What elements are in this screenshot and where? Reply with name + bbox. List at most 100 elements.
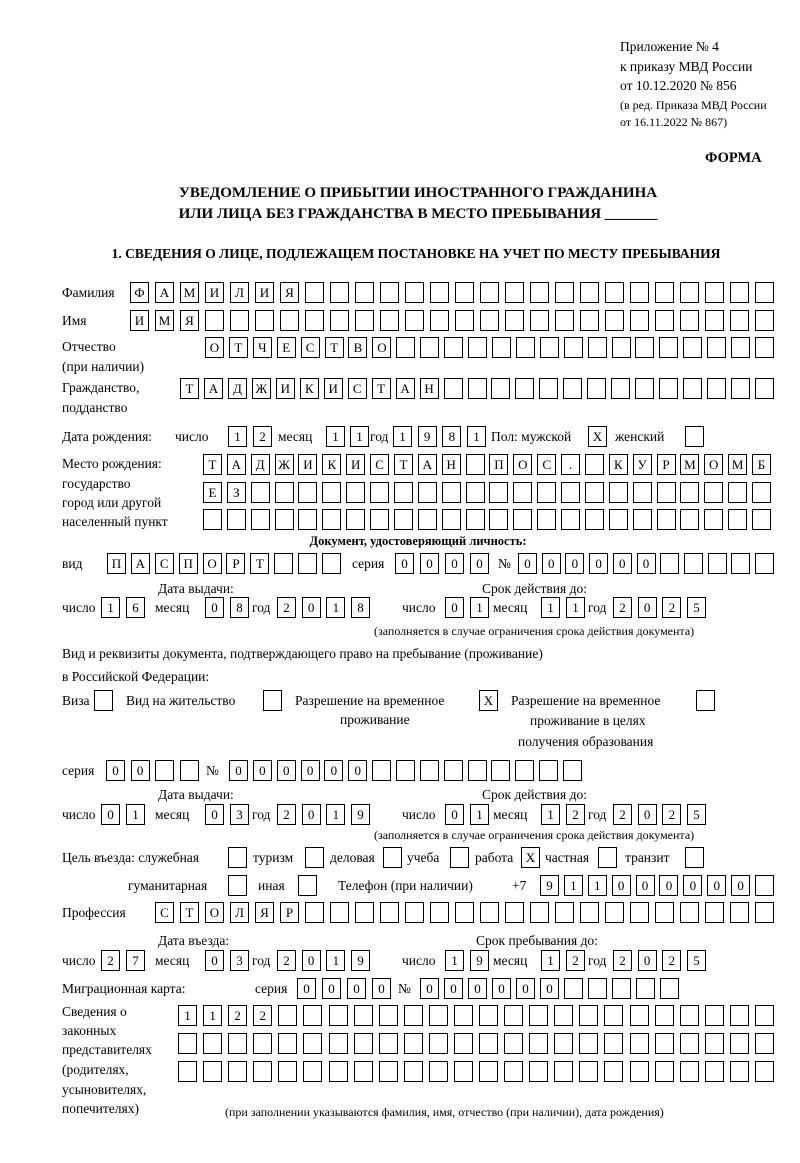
char-cell[interactable]: 0	[348, 760, 368, 781]
char-cell[interactable]	[346, 509, 366, 530]
char-cell[interactable]	[580, 902, 599, 923]
char-cell[interactable]: 1	[326, 597, 346, 618]
char-cell[interactable]: 0	[301, 804, 321, 825]
char-cell[interactable]	[455, 902, 474, 923]
char-cell[interactable]: 0	[731, 875, 751, 896]
char-cell[interactable]: О	[704, 454, 724, 475]
char-cell[interactable]: Ф	[130, 282, 149, 303]
char-cell[interactable]	[479, 1033, 499, 1054]
char-cell[interactable]: 0	[659, 875, 679, 896]
char-cell[interactable]	[554, 1005, 574, 1026]
char-cell[interactable]	[504, 1061, 524, 1082]
char-cell[interactable]: 0	[130, 760, 150, 781]
char-cell[interactable]	[605, 310, 624, 331]
char-cell[interactable]: 1	[470, 597, 489, 618]
char-cell[interactable]	[707, 337, 727, 358]
char-cell[interactable]	[539, 337, 559, 358]
char-cell[interactable]: 0	[322, 978, 341, 999]
char-cell[interactable]	[420, 337, 440, 358]
char-cell[interactable]	[393, 482, 413, 503]
char-cell[interactable]	[298, 482, 318, 503]
char-cell[interactable]	[417, 509, 437, 530]
char-cell[interactable]: 1	[393, 426, 412, 447]
char-cell[interactable]: У	[632, 454, 652, 475]
char-cell[interactable]	[353, 1061, 373, 1082]
char-cell[interactable]	[563, 378, 583, 399]
char-cell[interactable]	[683, 337, 703, 358]
char-cell[interactable]: Т	[324, 337, 344, 358]
char-cell[interactable]: В	[348, 337, 368, 358]
char-cell[interactable]	[419, 760, 439, 781]
char-cell[interactable]	[393, 509, 413, 530]
char-cell[interactable]	[728, 482, 748, 503]
char-cell[interactable]	[278, 1061, 298, 1082]
char-cell[interactable]	[278, 1005, 298, 1026]
char-cell[interactable]: А	[203, 378, 223, 399]
char-cell[interactable]	[468, 337, 488, 358]
char-cell[interactable]	[705, 310, 724, 331]
char-cell[interactable]: 2	[277, 804, 296, 825]
char-cell[interactable]: Н	[419, 378, 439, 399]
char-cell[interactable]	[755, 378, 774, 399]
char-cell[interactable]: К	[299, 378, 319, 399]
char-cell[interactable]: 0	[347, 978, 366, 999]
char-cell[interactable]	[465, 482, 485, 503]
char-cell[interactable]	[467, 378, 487, 399]
char-cell[interactable]	[605, 282, 624, 303]
char-cell[interactable]	[303, 1061, 323, 1082]
char-cell[interactable]	[441, 509, 461, 530]
char-cell[interactable]: 0	[205, 597, 224, 618]
char-cell[interactable]	[707, 553, 727, 574]
char-cell[interactable]	[529, 1061, 549, 1082]
char-cell[interactable]	[443, 378, 463, 399]
char-cell[interactable]	[561, 482, 581, 503]
char-cell[interactable]	[370, 509, 390, 530]
char-cell[interactable]	[430, 902, 449, 923]
char-cell[interactable]	[372, 760, 392, 781]
char-cell[interactable]: 2	[253, 1005, 273, 1026]
char-cell[interactable]: 0	[611, 875, 631, 896]
char-cell[interactable]: 6	[126, 597, 145, 618]
char-cell[interactable]: 0	[106, 760, 125, 781]
char-cell[interactable]	[707, 378, 727, 399]
char-cell[interactable]	[588, 978, 607, 999]
char-cell[interactable]	[355, 310, 374, 331]
char-cell[interactable]	[587, 337, 607, 358]
char-cell[interactable]	[604, 1061, 624, 1082]
char-cell[interactable]: П	[178, 553, 198, 574]
char-cell[interactable]	[403, 1033, 423, 1054]
char-cell[interactable]: К	[322, 454, 342, 475]
char-cell[interactable]	[530, 310, 549, 331]
char-cell[interactable]	[579, 1033, 599, 1054]
char-cell[interactable]	[330, 902, 349, 923]
char-cell[interactable]	[274, 553, 294, 574]
char-cell[interactable]: Р	[226, 553, 246, 574]
char-cell[interactable]: 1	[541, 950, 560, 971]
char-cell[interactable]: 1	[445, 950, 464, 971]
char-cell[interactable]: 2	[101, 950, 120, 971]
char-cell[interactable]	[629, 1061, 649, 1082]
checkbox-cell[interactable]	[305, 847, 324, 868]
char-cell[interactable]: М	[180, 282, 199, 303]
char-cell[interactable]	[430, 310, 449, 331]
char-cell[interactable]: И	[298, 454, 318, 475]
char-cell[interactable]	[396, 337, 416, 358]
char-cell[interactable]	[465, 509, 485, 530]
char-cell[interactable]: 1	[541, 597, 560, 618]
char-cell[interactable]	[378, 1061, 398, 1082]
char-cell[interactable]	[479, 1005, 499, 1026]
char-cell[interactable]	[305, 902, 324, 923]
char-cell[interactable]: П	[107, 553, 126, 574]
char-cell[interactable]: 0	[101, 804, 120, 825]
char-cell[interactable]	[683, 378, 703, 399]
char-cell[interactable]: Е	[203, 482, 222, 503]
char-cell[interactable]: 2	[613, 597, 632, 618]
char-cell[interactable]: 2	[566, 950, 585, 971]
char-cell[interactable]	[203, 509, 222, 530]
char-cell[interactable]	[579, 1061, 599, 1082]
char-cell[interactable]: С	[154, 553, 174, 574]
char-cell[interactable]	[555, 282, 574, 303]
char-cell[interactable]	[479, 1061, 499, 1082]
char-cell[interactable]: 8	[230, 597, 249, 618]
char-cell[interactable]: Т	[371, 378, 391, 399]
